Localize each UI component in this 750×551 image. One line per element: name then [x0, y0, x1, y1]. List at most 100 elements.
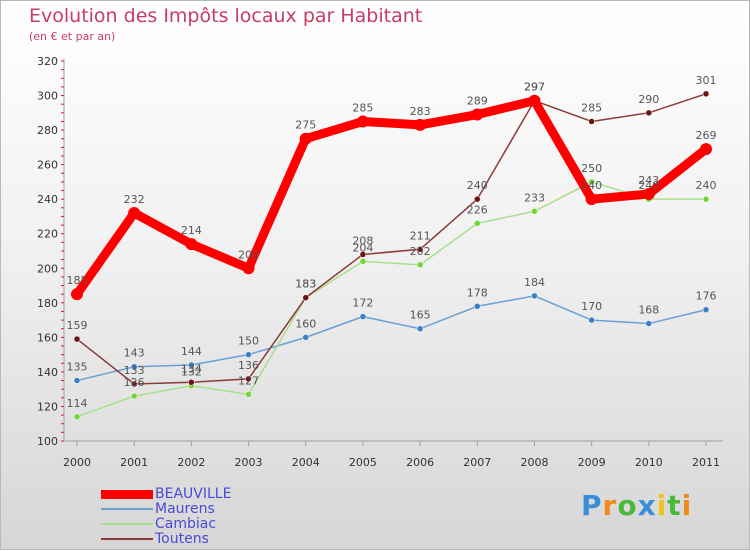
legend-label-cambiac: Cambiac [155, 516, 217, 532]
legend-swatch-beauville [101, 489, 153, 499]
y-tick-label: 100 [37, 435, 58, 448]
y-tick-label: 120 [37, 400, 58, 413]
legend-label-maurens: Maurens [155, 501, 215, 517]
data-label-maurens: 176 [696, 290, 717, 303]
data-label-cambiac: 240 [696, 179, 717, 192]
data-point-maurens [474, 303, 481, 310]
data-point-cambiac [359, 258, 367, 265]
x-tick-label: 2007 [463, 456, 491, 469]
data-label-toutens: 290 [638, 93, 659, 106]
series-line-cambiac [76, 181, 707, 418]
data-label-beauville: 185 [67, 274, 88, 287]
data-label-maurens: 184 [524, 276, 545, 289]
data-label-cambiac: 126 [124, 376, 145, 389]
data-point-cambiac [531, 208, 538, 215]
data-label-maurens: 178 [467, 286, 488, 299]
data-point-beauville [128, 207, 141, 219]
x-tick-label: 2001 [120, 456, 148, 469]
data-label-beauville: 200 [238, 248, 259, 261]
data-label-maurens: 165 [410, 309, 431, 322]
legend-swatch-maurens [101, 508, 153, 510]
legend-item-maurens: Maurens [101, 502, 215, 516]
data-point-toutens [302, 294, 309, 301]
data-label-beauville: 232 [124, 193, 145, 206]
data-label-toutens: 301 [696, 74, 717, 87]
data-point-maurens [245, 351, 252, 358]
data-label-toutens: 159 [67, 319, 88, 332]
y-tick-label: 240 [37, 193, 58, 206]
data-label-beauville: 240 [581, 179, 602, 192]
y-tick-label: 280 [37, 124, 58, 137]
data-label-toutens: 208 [352, 234, 373, 247]
y-tick-label: 140 [37, 366, 58, 379]
y-tick-label: 180 [37, 297, 58, 310]
data-point-cambiac [416, 261, 424, 269]
data-label-toutens: 133 [124, 364, 145, 377]
data-label-toutens: 240 [467, 179, 488, 192]
x-tick-label: 2010 [635, 456, 663, 469]
data-label-cambiac: 240 [638, 179, 659, 192]
data-point-beauville [356, 115, 369, 128]
y-tick-label: 300 [37, 90, 58, 103]
x-tick-label: 2005 [349, 456, 377, 469]
data-point-toutens [588, 118, 595, 125]
data-point-beauville [471, 108, 484, 121]
data-point-maurens [302, 334, 309, 341]
legend-item-cambiac: Cambiac [101, 517, 216, 531]
data-label-beauville: 269 [696, 129, 717, 142]
data-label-maurens: 170 [581, 300, 602, 313]
data-point-beauville [700, 143, 712, 156]
data-label-cambiac: 226 [467, 203, 488, 216]
y-tick-label: 260 [37, 159, 58, 172]
logo-letter: i [681, 489, 693, 522]
data-label-cambiac: 114 [67, 397, 88, 410]
data-point-beauville [71, 288, 83, 301]
legend-item-toutens: Toutens [101, 532, 209, 546]
data-point-toutens [474, 195, 481, 203]
logo-letter: r [602, 489, 618, 522]
data-point-cambiac [73, 413, 81, 421]
y-tick-label: 200 [37, 262, 58, 275]
data-point-toutens [645, 109, 653, 117]
y-tick-label: 320 [37, 55, 58, 68]
data-point-maurens [531, 292, 538, 300]
data-point-toutens [416, 246, 424, 253]
data-point-maurens [188, 361, 195, 369]
x-tick-label: 2006 [406, 456, 434, 469]
series-line-maurens [76, 295, 707, 382]
data-label-maurens: 168 [638, 304, 659, 317]
data-point-beauville [185, 238, 198, 251]
data-label-cambiac: 250 [581, 162, 602, 175]
data-label-maurens: 150 [238, 335, 259, 348]
data-label-beauville: 214 [181, 224, 202, 237]
data-point-maurens [702, 306, 710, 313]
data-point-toutens [702, 90, 710, 98]
x-tick-label: 2003 [235, 456, 263, 469]
data-label-toutens: 285 [581, 101, 602, 114]
data-label-toutens: 211 [410, 229, 431, 242]
data-point-beauville [242, 262, 255, 275]
data-label-toutens: 183 [295, 278, 316, 291]
data-label-cambiac: 204 [352, 241, 373, 254]
data-point-beauville [528, 94, 541, 107]
data-point-beauville [299, 132, 312, 145]
data-label-beauville: 289 [467, 95, 488, 108]
legend-label-toutens: Toutens [155, 531, 209, 547]
proxiti-logo: Proxiti [581, 489, 692, 522]
data-point-cambiac [474, 220, 481, 227]
data-point-cambiac [130, 392, 138, 400]
x-tick-label: 2008 [520, 456, 548, 469]
logo-letter: t [667, 489, 682, 522]
data-label-maurens: 144 [181, 345, 202, 358]
data-point-maurens [359, 313, 367, 320]
data-point-cambiac [245, 391, 252, 398]
data-label-toutens: 134 [181, 362, 202, 375]
x-tick-label: 2000 [63, 456, 91, 469]
data-label-cambiac: 202 [410, 245, 431, 258]
data-label-cambiac: 183 [295, 278, 316, 291]
data-label-maurens: 172 [352, 297, 373, 310]
data-point-toutens [188, 379, 195, 386]
y-tick-label: 220 [37, 228, 58, 241]
data-label-beauville: 243 [638, 174, 659, 187]
